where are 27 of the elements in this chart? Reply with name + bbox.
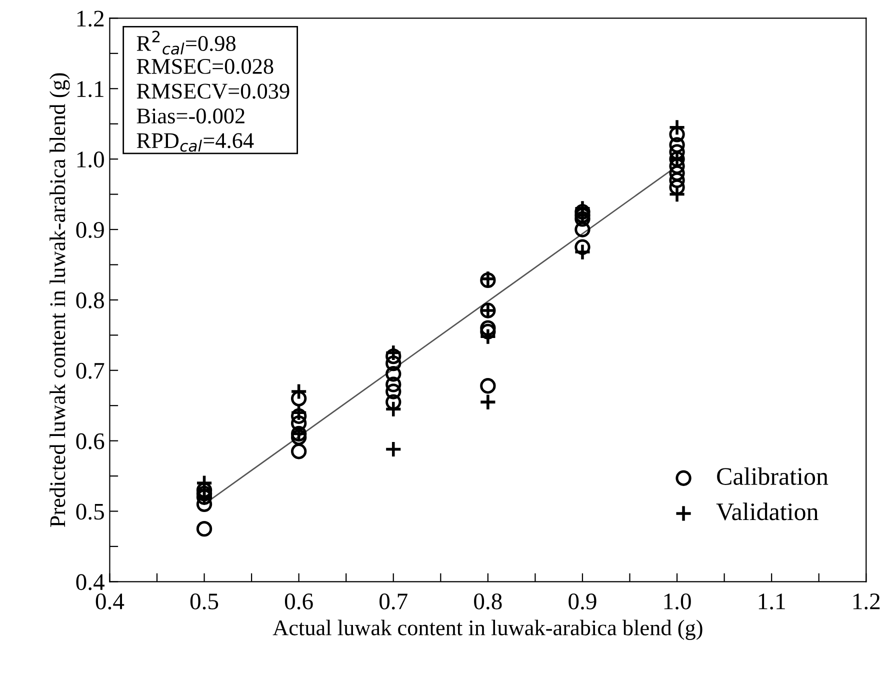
x-tick-label: 0.5: [190, 593, 218, 610]
annotation: RMSEC=0.028: [136, 58, 274, 74]
x-tick-label: 1.0: [664, 593, 691, 610]
y-tick-label: 0.5: [76, 504, 104, 520]
y-tick-label: 1.0: [77, 152, 104, 168]
x-tick-label: 0.6: [284, 593, 313, 610]
annotation: RPD$_{cal}$=4.64: [136, 133, 254, 152]
y-axis-title: Predicted luwak content in luwak-arabica blend (g): [50, 73, 70, 527]
annotation: Bias=-0.002: [136, 108, 244, 124]
legend-label: Validation: [716, 502, 818, 520]
y-tick-label: 0.6: [76, 433, 104, 450]
x-tick-label: 0.7: [380, 593, 408, 610]
annotation: R$^{2}$$_{cal}$=0.98: [136, 30, 236, 55]
x-axis-title: Actual luwak content in luwak-arabica blend (g): [272, 620, 702, 640]
x-tick-label: 1.1: [758, 594, 785, 610]
y-tick-label: 1.1: [77, 81, 104, 98]
y-tick-label: 0.4: [76, 574, 104, 590]
y-tick-label: 0.9: [76, 222, 104, 238]
annotation: RMSECV=0.039: [136, 84, 290, 99]
y-tick-label: 0.7: [76, 362, 104, 379]
x-tick-label: 1.2: [853, 594, 880, 610]
x-tick-label: 0.9: [568, 593, 596, 610]
legend-label: Calibration: [717, 467, 828, 485]
x-tick-label: 0.8: [474, 593, 502, 610]
y-tick-label: 1.2: [77, 10, 104, 27]
y-tick-label: 0.8: [76, 292, 104, 308]
x-tick-label: 0.4: [96, 593, 124, 610]
